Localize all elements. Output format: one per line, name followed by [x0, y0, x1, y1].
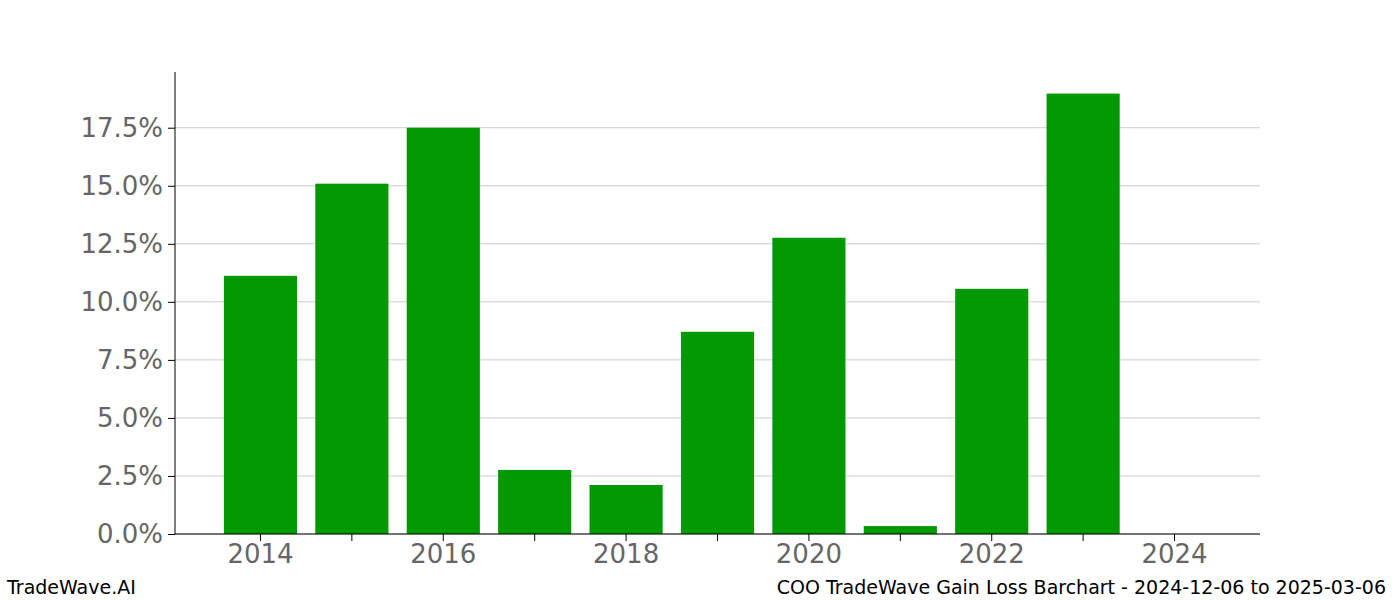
- x-axis: 2014 2016 2018 2020 2022 2024: [175, 534, 1260, 569]
- y-tick-label: 2.5%: [97, 461, 163, 491]
- y-tick-mark: [168, 476, 175, 477]
- x-tick: [900, 534, 901, 541]
- title: COO TradeWave Gain Loss Barchart - 2024-…: [777, 576, 1386, 598]
- y-tick: 0.0%: [97, 519, 175, 549]
- x-tick-mark: [1083, 534, 1084, 541]
- bar: [1047, 94, 1120, 534]
- x-tick-label: 2024: [1141, 539, 1207, 569]
- x-tick-label: 2018: [593, 539, 659, 569]
- x-tick-mark: [900, 534, 901, 541]
- y-tick-mark: [168, 418, 175, 419]
- y-tick: 2.5%: [97, 461, 175, 491]
- bar: [864, 526, 937, 534]
- x-tick-label: 2020: [776, 539, 842, 569]
- y-tick: 12.5%: [80, 229, 175, 259]
- y-axis: 0.0% 2.5% 5.0% 7.5% 10.0% 12.5% 15.0% 17.5%: [80, 72, 175, 549]
- bar: [407, 128, 480, 534]
- y-tick-label: 12.5%: [80, 229, 163, 259]
- bar: [224, 276, 297, 534]
- x-tick: 2014: [227, 534, 293, 569]
- y-tick: 15.0%: [80, 171, 175, 201]
- watermark: TradeWave.AI: [6, 576, 136, 598]
- x-tick-mark: [717, 534, 718, 541]
- y-tick-label: 7.5%: [97, 345, 163, 375]
- y-tick-mark: [168, 244, 175, 245]
- x-tick: 2016: [410, 534, 476, 569]
- bar: [955, 289, 1028, 534]
- x-tick: 2022: [959, 534, 1025, 569]
- y-tick: 7.5%: [97, 345, 175, 375]
- x-tick-label: 2016: [410, 539, 476, 569]
- y-tick-label: 5.0%: [97, 403, 163, 433]
- y-tick-label: 15.0%: [80, 171, 163, 201]
- y-tick-label: 0.0%: [97, 519, 163, 549]
- y-tick: 17.5%: [80, 113, 175, 143]
- x-tick-label: 2014: [227, 539, 293, 569]
- chart: 0.0% 2.5% 5.0% 7.5% 10.0% 12.5% 15.0% 17.5% 2014…: [0, 0, 1400, 600]
- y-tick-label: 17.5%: [80, 113, 163, 143]
- y-tick-mark: [168, 186, 175, 187]
- x-tick: [717, 534, 718, 541]
- y-tick-mark: [168, 128, 175, 129]
- y-tick-label: 10.0%: [80, 287, 163, 317]
- bar: [681, 332, 754, 534]
- x-tick: 2018: [593, 534, 659, 569]
- y-axis-line: [175, 72, 176, 534]
- x-tick: [534, 534, 535, 541]
- plot: 0.0% 2.5% 5.0% 7.5% 10.0% 12.5% 15.0% 17.5% 2014…: [80, 72, 1260, 569]
- x-tick-label: 2022: [959, 539, 1025, 569]
- x-tick-mark: [534, 534, 535, 541]
- x-tick: [351, 534, 352, 541]
- x-tick: 2024: [1141, 534, 1207, 569]
- y-tick: 10.0%: [80, 287, 175, 317]
- y-tick-mark: [168, 360, 175, 361]
- x-tick: [1083, 534, 1084, 541]
- bar: [315, 184, 388, 534]
- bar: [498, 470, 571, 534]
- x-tick: 2020: [776, 534, 842, 569]
- bar: [772, 238, 845, 534]
- y-tick-mark: [168, 534, 175, 535]
- bars: [224, 94, 1120, 534]
- y-tick-mark: [168, 302, 175, 303]
- bar: [590, 485, 663, 534]
- y-tick: 5.0%: [97, 403, 175, 433]
- x-tick-mark: [351, 534, 352, 541]
